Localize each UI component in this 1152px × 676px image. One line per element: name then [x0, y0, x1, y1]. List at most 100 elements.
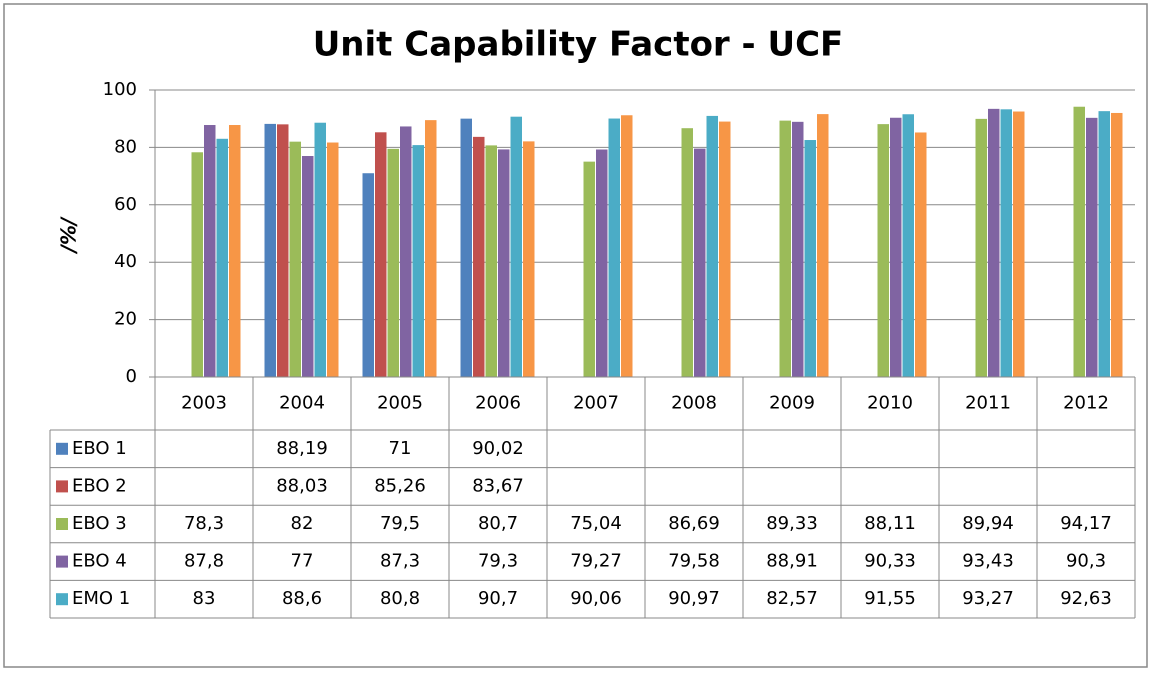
table-cell: 88,11 — [864, 513, 916, 534]
bar — [975, 118, 987, 378]
legend-key — [56, 480, 68, 493]
bar — [608, 118, 620, 377]
table-cell: 80,7 — [478, 513, 518, 534]
bar — [915, 132, 927, 377]
table-cell: 80,8 — [380, 588, 420, 609]
bar — [890, 117, 902, 377]
table-cell: 93,27 — [962, 588, 1014, 609]
table-cell: 90,33 — [864, 551, 916, 572]
bar — [681, 128, 693, 377]
bar — [596, 149, 608, 377]
x-tick-label: 2008 — [671, 393, 717, 414]
bar — [473, 136, 485, 377]
bar — [289, 141, 301, 377]
table-cell: 88,91 — [766, 551, 818, 572]
table-cell: 88,6 — [282, 588, 322, 609]
bar — [1098, 111, 1110, 377]
table-cell: 90,06 — [570, 588, 622, 609]
bar — [204, 125, 216, 377]
x-tick-label: 2006 — [475, 393, 521, 414]
bar — [523, 141, 535, 377]
legend-key — [56, 593, 68, 606]
bar — [387, 148, 399, 377]
x-tick-label: 2011 — [965, 393, 1011, 414]
table-cell: 86,69 — [668, 513, 720, 534]
y-tick-label: 20 — [114, 309, 137, 330]
legend-label: EBO 4 — [72, 551, 127, 572]
table-cell: 87,3 — [380, 551, 420, 572]
table-cell: 82 — [291, 513, 314, 534]
table-cell: 83,67 — [472, 475, 524, 496]
bar — [362, 173, 374, 377]
table-cell: 90,3 — [1066, 551, 1106, 572]
bar — [1086, 117, 1098, 378]
x-tick-label: 2004 — [279, 393, 325, 414]
table-cell: 82,57 — [766, 588, 818, 609]
table-cell: 79,58 — [668, 551, 720, 572]
bar — [216, 138, 228, 377]
x-tick-label: 2012 — [1063, 393, 1109, 414]
legend-key — [56, 518, 68, 530]
chart-title: Unit Capability Factor - UCF — [313, 25, 844, 65]
table-cell: 90,02 — [472, 438, 524, 459]
table-cell: 88,19 — [276, 438, 328, 459]
table-cell: 89,33 — [766, 513, 818, 534]
bar — [877, 124, 889, 377]
bar — [375, 132, 387, 377]
table-cell: 78,3 — [184, 513, 224, 534]
table-cell: 90,97 — [668, 588, 720, 609]
y-tick-label: 60 — [114, 194, 137, 215]
bar — [804, 140, 816, 377]
bar — [327, 142, 339, 377]
bar — [302, 156, 314, 377]
x-tick-label: 2007 — [573, 393, 619, 414]
table-cell: 88,03 — [276, 475, 328, 496]
bar — [191, 152, 203, 377]
table-cell: 79,5 — [380, 513, 420, 534]
legend-key — [56, 442, 68, 455]
table-cell: 77 — [291, 551, 314, 572]
bar — [621, 115, 633, 378]
table-cell: 92,63 — [1060, 588, 1112, 609]
bar — [510, 116, 522, 377]
table-cell: 91,55 — [864, 588, 916, 609]
bar — [277, 124, 289, 377]
bar — [314, 122, 326, 377]
legend-label: EBO 3 — [72, 513, 127, 534]
bar — [460, 118, 472, 377]
table-cell: 87,8 — [184, 551, 224, 572]
bar — [1111, 112, 1123, 378]
bar — [792, 121, 804, 377]
table-cell: 83 — [193, 588, 216, 609]
x-tick-label: 2003 — [181, 393, 227, 414]
x-tick-label: 2009 — [769, 393, 815, 414]
bar — [902, 114, 914, 378]
table-cell: 94,17 — [1060, 513, 1112, 534]
table-cell: 93,43 — [962, 551, 1014, 572]
bar — [583, 161, 595, 377]
bar — [719, 121, 731, 377]
y-axis-label: /%/ — [57, 216, 81, 254]
table-cell: 90,7 — [478, 588, 518, 609]
bar — [1000, 109, 1012, 378]
bar — [706, 115, 718, 377]
table-cell: 75,04 — [570, 513, 622, 534]
x-tick-label: 2005 — [377, 393, 423, 414]
table-cell: 79,27 — [570, 551, 622, 572]
table-cell: 71 — [389, 438, 412, 459]
y-tick-label: 100 — [103, 79, 137, 100]
bar — [412, 145, 424, 377]
table-cell: 85,26 — [374, 475, 426, 496]
bar — [1013, 111, 1025, 378]
bar — [400, 126, 412, 377]
y-tick-label: 80 — [114, 136, 137, 157]
bar — [264, 123, 276, 377]
bar — [425, 120, 437, 377]
bar — [485, 145, 497, 377]
bar — [988, 108, 1000, 378]
table-cell: 79,3 — [478, 551, 518, 572]
bar — [1073, 106, 1085, 377]
legend-label: EBO 2 — [72, 475, 127, 496]
legend-label: EMO 1 — [72, 588, 130, 609]
